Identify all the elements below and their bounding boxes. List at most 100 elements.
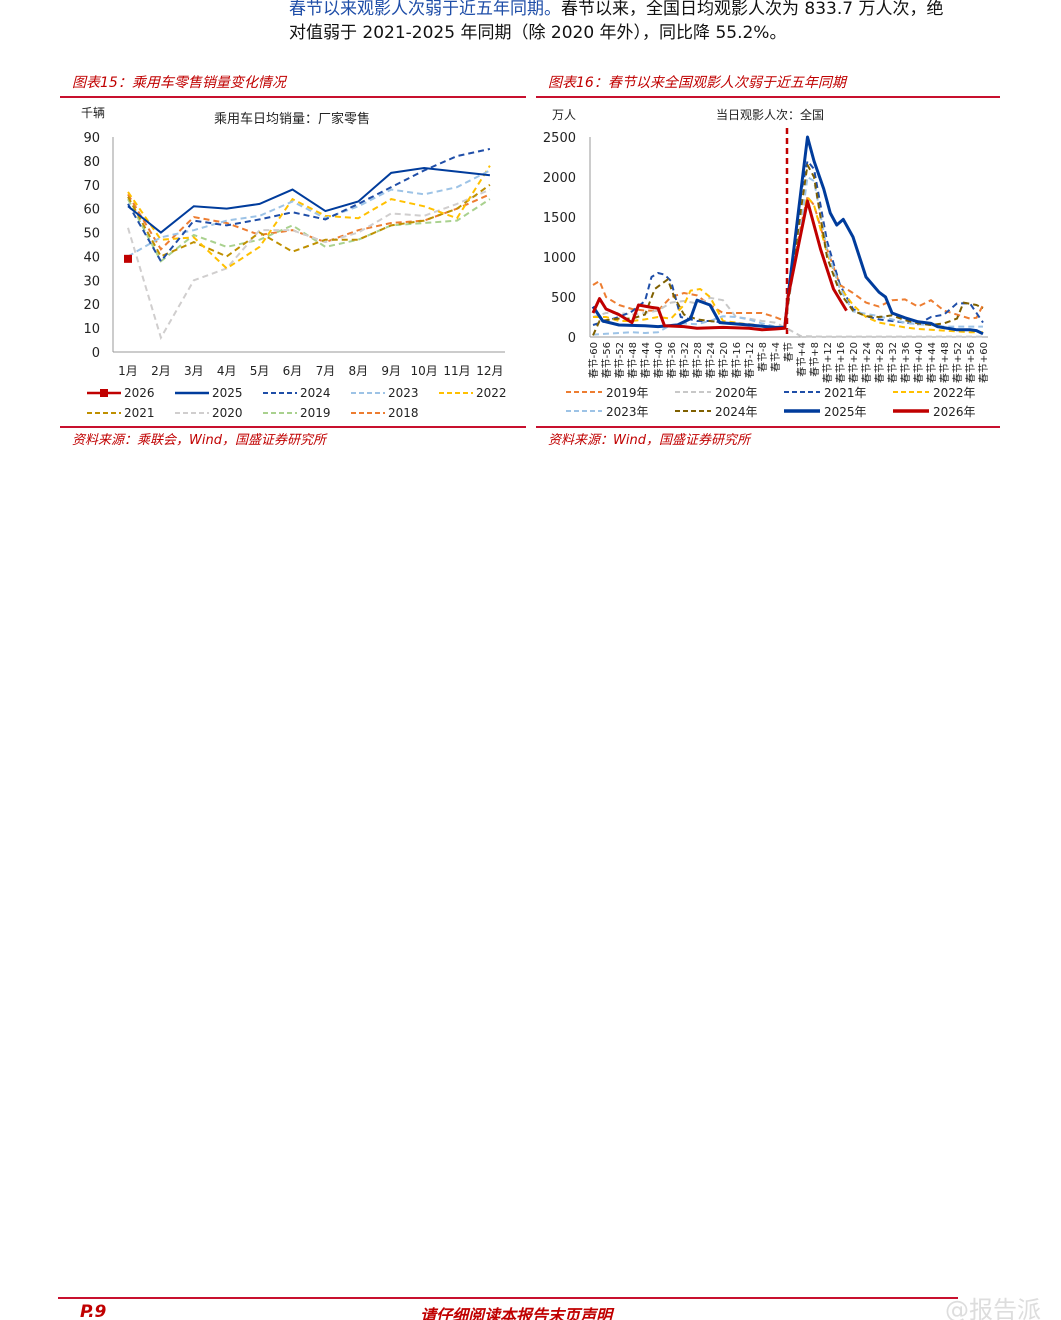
watermark: @报告派 (945, 1296, 1041, 1320)
footer-notice: 请仔细阅读本报告末页声明 (420, 1306, 613, 1320)
figure15-top-rule (60, 96, 526, 98)
paragraph-highlight: 春节以来观影人次弱于近五年同期。 (289, 0, 561, 19)
x-tick-label: 春节-48 (627, 342, 639, 378)
x-tick-label: 2月 (151, 364, 171, 378)
footer-rule (58, 1297, 958, 1299)
y-axis-unit: 千辆 (81, 106, 105, 120)
series-line-2021 (127, 183, 491, 258)
y-tick-label: 0 (568, 331, 576, 346)
y-tick-label: 0 (92, 346, 100, 361)
series-line-2019 (127, 198, 491, 263)
paragraph-line-2: 对值弱于 2021-2025 年同期（除 2020 年外），同比降 55.2%。 (289, 23, 787, 43)
x-tick-label: 12月 (476, 364, 503, 378)
x-tick-label: 春节+36 (900, 342, 912, 383)
figure15-caption: 图表15：乘用车零售销量变化情况 (72, 75, 286, 91)
x-tick-label: 春节 (783, 342, 795, 362)
charts-canvas: 千辆 乘用车日均销量：厂家零售 0 10 20 30 40 50 60 70 80 90 1月 2月 3月 4… (81, 106, 990, 420)
x-tick-label: 春节+28 (874, 342, 886, 383)
y-tick-label: 1000 (543, 251, 576, 266)
x-tick-label: 春节-4 (770, 342, 782, 372)
x-tick-label: 春节+32 (887, 342, 899, 383)
x-tick-label: 春节+12 (822, 342, 834, 383)
y-tick-label: 1500 (543, 211, 576, 226)
x-tick-label: 春节-16 (731, 342, 743, 378)
x-tick-label: 春节-12 (744, 342, 756, 378)
page-number: P.9 (80, 1302, 107, 1320)
x-tick-label: 春节-24 (705, 342, 717, 378)
series-line-2022年 (593, 196, 983, 334)
y-tick-label: 2500 (543, 131, 576, 146)
legend-label-2020年: 2020年 (715, 386, 758, 400)
x-tick-label: 春节-8 (757, 342, 769, 372)
y-tick-label: 50 (83, 227, 100, 242)
legend-marker-2026 (100, 389, 108, 397)
x-tick-label: 春节+48 (939, 342, 951, 383)
figure15-bottom-rule (60, 426, 526, 428)
x-tick-label: 6月 (283, 364, 303, 378)
x-tick-label: 春节-60 (588, 342, 600, 378)
x-tick-label: 7月 (316, 364, 336, 378)
data-point-2026 (124, 254, 132, 263)
series-line-2025年 (591, 135, 984, 336)
series-line-2024年 (592, 164, 984, 336)
figure16-bottom-rule (536, 426, 1000, 428)
series-line-2026年 (591, 199, 848, 332)
y-tick-label: 500 (551, 291, 576, 306)
chart-title: 当日观影人次：全国 (716, 107, 824, 122)
x-tick-label: 1月 (118, 364, 138, 378)
figure16-caption: 图表16：春节以来全国观影人次弱于近五年同期 (548, 75, 846, 91)
figure15-source: 资料来源：乘联会，Wind，国盛证券研究所 (72, 433, 326, 448)
series-line-2025 (127, 167, 491, 234)
x-tick-label: 春节+52 (952, 342, 964, 383)
x-tick-label: 春节+20 (848, 342, 860, 383)
series-line-2020 (127, 188, 491, 341)
x-tick-label: 春节-44 (640, 342, 652, 378)
y-tick-label: 80 (83, 155, 100, 170)
legend-label-2025年: 2025年 (824, 405, 867, 419)
chart-title: 乘用车日均销量：厂家零售 (214, 111, 370, 127)
y-axis-unit: 万人 (552, 108, 576, 122)
x-tick-label: 春节+24 (861, 342, 873, 383)
x-tick-label: 5月 (250, 364, 270, 378)
y-tick-label: 20 (83, 298, 100, 313)
legend-label-2023年: 2023年 (606, 405, 649, 419)
y-tick-label: 40 (83, 250, 100, 265)
x-tick-label: 春节-52 (614, 342, 626, 378)
x-tick-label: 春节-20 (718, 342, 730, 378)
figure16-source: 资料来源：Wind，国盛证券研究所 (548, 433, 750, 448)
x-tick-label: 春节+60 (978, 342, 990, 383)
y-tick-label: 60 (83, 203, 100, 218)
series-line-2022 (127, 165, 491, 270)
x-tick-label: 春节+40 (913, 342, 925, 383)
x-tick-label: 春节+44 (926, 342, 938, 383)
legend-label-2021: 2021 (124, 406, 155, 420)
legend-label-2022: 2022 (476, 386, 507, 400)
x-tick-label: 9月 (381, 364, 401, 378)
x-tick-label: 春节+16 (835, 342, 847, 383)
legend-label-2019: 2019 (300, 406, 331, 420)
x-tick-label: 3月 (184, 364, 204, 378)
legend-label-2022年: 2022年 (933, 386, 976, 400)
paragraph-text: 春节以来，全国日均观影人次为 833.7 万人次，绝 (561, 0, 944, 19)
x-tick-label: 春节-40 (653, 342, 665, 378)
x-tick-label: 10月 (410, 364, 437, 378)
legend-label-2019年: 2019年 (606, 386, 649, 400)
legend-label-2026: 2026 (124, 386, 155, 400)
y-tick-label: 2000 (543, 171, 576, 186)
x-tick-label: 春节+8 (809, 342, 821, 377)
x-tick-label: 8月 (348, 364, 368, 378)
legend-label-2025: 2025 (212, 386, 243, 400)
x-tick-label: 春节+4 (796, 342, 808, 377)
legend-label-2024: 2024 (300, 386, 331, 400)
x-tick-label: 4月 (217, 364, 237, 378)
x-tick-label: 11月 (443, 364, 470, 378)
x-tick-label: 春节+56 (965, 342, 977, 383)
legend-label-2018: 2018 (388, 406, 419, 420)
legend-label-2024年: 2024年 (715, 405, 758, 419)
x-tick-label: 春节-56 (601, 342, 613, 378)
y-tick-label: 70 (83, 179, 100, 194)
legend-label-2020: 2020 (212, 406, 243, 420)
y-tick-label: 30 (83, 274, 100, 289)
series-line-2024 (127, 147, 491, 263)
